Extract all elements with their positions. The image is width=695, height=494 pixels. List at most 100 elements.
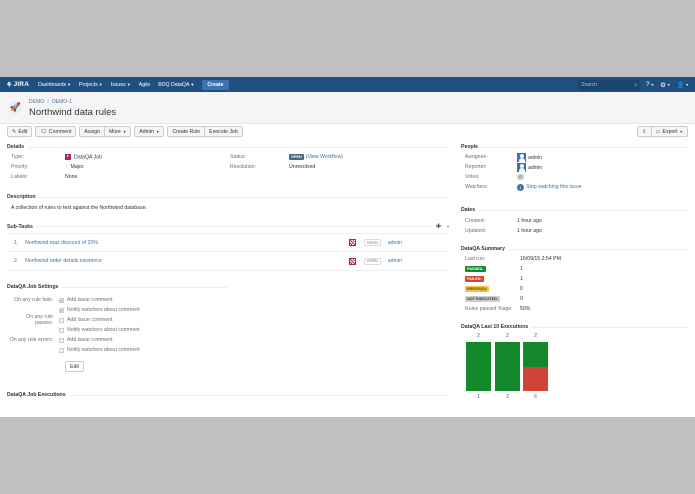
breadcrumb-project[interactable]: DEMO: [29, 99, 44, 105]
status-badge: OPEN: [289, 154, 304, 160]
help-menu[interactable]: ? ▼: [646, 81, 654, 88]
priority-value: ↑ Major: [65, 164, 84, 170]
details-heading: Details: [7, 144, 450, 150]
chevron-down-icon: ▼: [685, 82, 689, 87]
admin-button[interactable]: Admin ▼: [134, 126, 165, 137]
failed-badge: FAILED:: [465, 276, 484, 282]
search-icon: ⌕: [634, 81, 638, 88]
assign-button[interactable]: Assign: [79, 126, 105, 137]
subtask-assignee-link[interactable]: admin: [387, 258, 402, 264]
nav-issues[interactable]: Issues▼: [110, 81, 131, 88]
errors-add-comment-checkbox[interactable]: [59, 337, 64, 343]
chevron-down-icon: ▼: [98, 81, 103, 87]
execution-bar[interactable]: [466, 342, 491, 391]
assignee-value[interactable]: admin: [517, 152, 542, 162]
people-section: People Assignee: admin Reporter: admin Vot…: [461, 144, 688, 192]
create-button[interactable]: Create: [202, 79, 229, 90]
more-button[interactable]: More ▼: [104, 126, 132, 137]
breadcrumb: DEMO / DEMO-1: [29, 99, 72, 105]
priority-major-icon: ↑: [65, 164, 68, 170]
passed-badge: PASSED:: [465, 266, 486, 272]
stop-watching-link[interactable]: Stop watching this issue: [526, 184, 582, 190]
help-icon: ?: [646, 81, 650, 88]
subtask-assignee-link[interactable]: admin: [387, 239, 402, 246]
executions-bar-chart: 2 1 2 2 2 6: [466, 333, 566, 403]
dataqa-job-icon: [65, 153, 71, 160]
type-value: DataQA Job: [65, 153, 102, 160]
passes-add-comment-checkbox[interactable]: [59, 317, 64, 323]
settings-menu[interactable]: ⚙ ▼: [660, 81, 670, 89]
comment-icon: 🗨: [40, 128, 47, 135]
not-executed-count: 0: [520, 296, 523, 302]
nav-dashboards[interactable]: Dashboards▼: [38, 81, 72, 88]
errors-badge: ERROR(S):: [465, 286, 490, 292]
errors-count: 0: [520, 286, 523, 292]
dates-section: Dates Created: 1 hour ago Updated: 1 hour …: [461, 207, 688, 236]
subtask-options-icon[interactable]: ▼: [446, 224, 450, 229]
last-run-value: 16/09/15 2:54 PM: [520, 256, 561, 262]
issue-toolbar: ✎ Edit 🗨 Comment Assign More ▼ Admin ▼ Creat…: [7, 126, 243, 137]
passed-count: 1: [520, 266, 523, 272]
last-10-executions-heading: DataQA Last 10 Executions: [461, 324, 688, 330]
export-icon: ▭: [655, 128, 661, 135]
issue-header: 🚀 DEMO / DEMO-1 Northwind data rules: [0, 92, 695, 124]
updated-value: 1 hour ago: [517, 228, 542, 234]
description-section: Description A collection of rules to tes…: [7, 194, 450, 211]
add-subtask-icon[interactable]: ✚: [436, 224, 442, 230]
execution-bar[interactable]: [523, 342, 548, 391]
dataqa-summary-section: DataQA Summary Last run: 16/09/15 2:54 PM…: [461, 246, 688, 314]
errors-notify-watchers-checkbox[interactable]: [59, 347, 64, 353]
details-section: Details Type: DataQA Job Priority: ↑ Major …: [7, 144, 450, 182]
people-heading: People: [461, 144, 688, 150]
nav-projects[interactable]: Projects▼: [79, 81, 103, 88]
dataqa-summary-heading: DataQA Summary: [461, 246, 688, 252]
share-icon: ⇪: [642, 128, 647, 135]
passes-notify-watchers-checkbox[interactable]: [59, 327, 64, 333]
reporter-value[interactable]: admin: [517, 162, 542, 172]
watchers-count-badge[interactable]: 1: [517, 183, 524, 191]
gear-icon: ⚙: [660, 81, 666, 89]
created-value: 1 hour ago: [517, 218, 542, 224]
subtask-summary-link[interactable]: Northwind max discount of 20%: [25, 239, 98, 246]
create-rule-button[interactable]: Create Rule: [167, 126, 206, 137]
user-menu[interactable]: 👤 ▼: [676, 81, 689, 89]
chevron-down-icon: ▼: [679, 129, 683, 134]
fails-notify-watchers-checkbox[interactable]: ✔: [59, 307, 64, 313]
chevron-down-icon: ▼: [67, 81, 72, 87]
subtask-row[interactable]: 1. Northwind max discount of 20% OPEN ad…: [7, 233, 450, 252]
nav-bdq-dataqa[interactable]: BDQ DataQA▼: [158, 81, 195, 88]
description-text: A collection of rules to test against th…: [11, 205, 148, 211]
chevron-down-icon: ▼: [126, 81, 131, 87]
comment-button[interactable]: 🗨 Comment: [35, 126, 77, 137]
search-input[interactable]: Search ⌕: [578, 79, 641, 90]
settings-edit-button[interactable]: Edit: [65, 361, 84, 372]
subtask-row[interactable]: 2. Northwind order details existence OPE…: [7, 252, 450, 271]
failed-count: 1: [520, 276, 523, 282]
votes-badge[interactable]: 0: [517, 174, 524, 180]
subtasks-section: Sub-Tasks ✚ ▼ 1. Northwind max discount …: [7, 223, 450, 271]
rocket-icon[interactable]: 🚀: [9, 101, 22, 114]
job-executions-section: DataQA Job Executions: [7, 392, 450, 398]
subtasks-heading: Sub-Tasks ✚ ▼: [7, 223, 450, 231]
chevron-down-icon: ▼: [122, 129, 127, 134]
edit-button[interactable]: ✎ Edit: [7, 126, 33, 137]
export-button[interactable]: ▭ Export ▼: [651, 126, 688, 137]
jira-logo[interactable]: ⚘ JIRA: [6, 81, 30, 89]
share-button[interactable]: ⇪: [637, 126, 652, 137]
breadcrumb-issue-key[interactable]: DEMO-1: [52, 99, 72, 105]
top-navigation-bar: ⚘ JIRA Dashboards▼ Projects▼ Issues▼ Agi…: [0, 77, 695, 92]
execute-job-button[interactable]: Execute Job: [205, 126, 243, 137]
chevron-down-icon: ▼: [190, 81, 195, 87]
user-avatar-icon: [517, 152, 526, 162]
execution-bar[interactable]: [495, 342, 520, 391]
subtask-summary-link[interactable]: Northwind order details existence: [25, 258, 102, 264]
fails-add-comment-checkbox[interactable]: ✔: [59, 297, 64, 303]
view-workflow-link[interactable]: (View Workflow): [305, 154, 344, 160]
jira-issue-page: ⚘ JIRA Dashboards▼ Projects▼ Issues▼ Agi…: [0, 77, 695, 417]
job-settings-heading: DataQA Job Settings: [7, 284, 227, 290]
nav-agile[interactable]: Agile: [138, 81, 151, 88]
page-title: Northwind data rules: [29, 107, 117, 118]
chevron-down-icon: ▼: [666, 82, 671, 87]
jira-logo-icon: ⚘: [6, 81, 13, 89]
chevron-down-icon: ▼: [156, 129, 160, 134]
